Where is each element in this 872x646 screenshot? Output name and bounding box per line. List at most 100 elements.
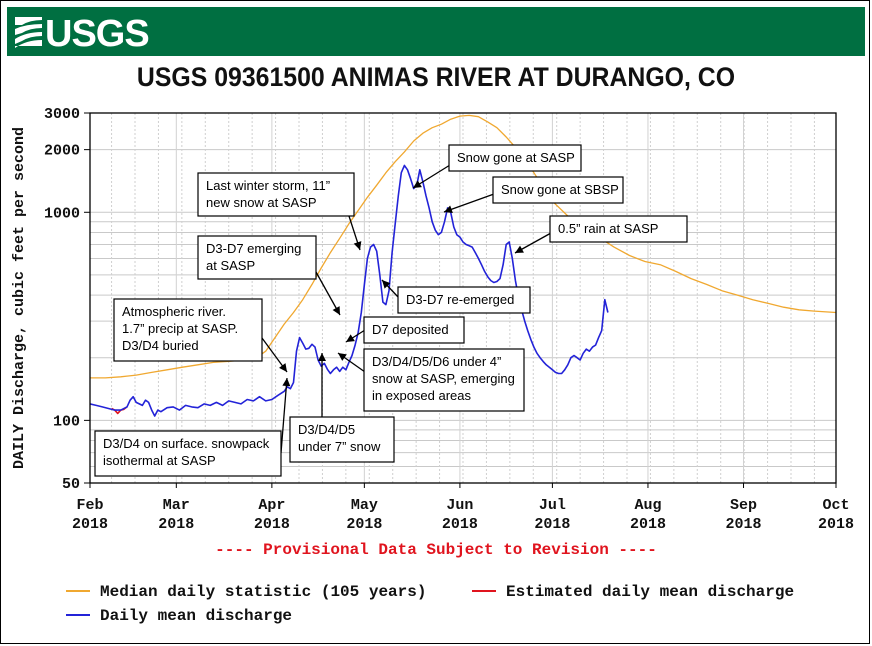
y-tick-label: 50 bbox=[62, 476, 80, 493]
annotation-arrowhead bbox=[282, 378, 291, 387]
legend-label-median: Median daily statistic (105 years) bbox=[100, 583, 427, 601]
x-tick-month: Jul bbox=[539, 497, 566, 514]
annotation-6: Atmospheric river. 1.7” precip at SASP. D3… bbox=[113, 298, 288, 373]
legend-item-estimated: Estimated daily mean discharge bbox=[472, 583, 794, 601]
x-tick-month: Sep bbox=[730, 497, 757, 514]
legend-item-daily: Daily mean discharge bbox=[66, 607, 292, 625]
x-tick-month: Oct bbox=[822, 497, 849, 514]
annotation-arrowhead bbox=[413, 180, 422, 188]
y-tick-label: 1000 bbox=[44, 205, 80, 222]
annotation-4: D3-D7 emerging at SASP bbox=[197, 235, 341, 316]
annotation-text: D3/D4/D5 bbox=[298, 422, 355, 437]
annotation-text: 0.5” rain at SASP bbox=[558, 221, 658, 236]
legend-swatch-estimated bbox=[472, 589, 496, 592]
annotation-text: 1.7” precip at SASP. bbox=[122, 321, 238, 336]
annotation-box bbox=[492, 176, 624, 204]
x-tick-month: May bbox=[351, 497, 378, 514]
annotation-text: at SASP bbox=[206, 258, 255, 273]
annotation-0: Snow gone at SASP bbox=[412, 144, 582, 189]
annotation-text: snow at SASP, emerging bbox=[372, 371, 515, 386]
annotation-arrowhead bbox=[318, 353, 326, 361]
legend-swatch-median bbox=[66, 589, 90, 592]
annotation-text: D7 deposited bbox=[372, 322, 449, 337]
annotation-text: D3-D7 emerging bbox=[206, 241, 301, 256]
annotation-arrow-line bbox=[443, 193, 495, 213]
annotation-arrowhead bbox=[353, 241, 362, 250]
x-axis-ticks: Feb 2018 Mar 2018 Apr 2018 May 2018 Jun 2018 Jul 20… bbox=[72, 483, 854, 533]
annotation-text: in exposed areas bbox=[372, 388, 472, 403]
x-tick-year: 2018 bbox=[158, 516, 194, 533]
annotation-box bbox=[549, 215, 688, 243]
annotation-7: D7 deposited bbox=[345, 316, 465, 344]
annotation-arrow-line bbox=[280, 377, 288, 454]
usgs-banner: USGS bbox=[7, 7, 865, 56]
annotation-box bbox=[397, 286, 531, 314]
annotation-box bbox=[113, 298, 263, 362]
annotation-text: Snow gone at SBSP bbox=[501, 182, 619, 197]
x-tick-year: 2018 bbox=[442, 516, 478, 533]
annotation-text: new snow at SASP bbox=[206, 195, 317, 210]
chart-annotations: Snow gone at SASP Snow gone at SBSP Last w… bbox=[94, 144, 688, 477]
annotation-9: D3/D4/D5 under 7” snow bbox=[289, 353, 395, 463]
usgs-logo: USGS bbox=[15, 13, 150, 52]
annotation-box bbox=[448, 144, 582, 172]
annotation-arrowhead bbox=[382, 280, 391, 289]
annotation-box bbox=[363, 348, 525, 412]
chart-title: USGS 09361500 ANIMAS RIVER AT DURANGO, C… bbox=[136, 62, 736, 92]
annotation-3: 0.5” rain at SASP bbox=[514, 215, 688, 254]
annotation-box bbox=[197, 172, 355, 217]
annotation-text: D3/D4/D5/D6 under 4” bbox=[372, 354, 501, 369]
y-axis-label: DAILY Discharge, cubic feet per second bbox=[11, 127, 28, 469]
annotation-text: D3-D7 re-emerged bbox=[406, 292, 514, 307]
annotation-box bbox=[94, 430, 282, 477]
x-tick-year: 2018 bbox=[726, 516, 762, 533]
legend-label-estimated: Estimated daily mean discharge bbox=[506, 583, 795, 601]
annotation-text: Atmospheric river. bbox=[122, 304, 226, 319]
x-tick-year: 2018 bbox=[346, 516, 382, 533]
annotation-box bbox=[197, 235, 317, 280]
x-tick-month: Aug bbox=[634, 497, 661, 514]
x-tick-year: 2018 bbox=[72, 516, 108, 533]
annotation-arrowhead bbox=[338, 353, 347, 361]
x-tick-year: 2018 bbox=[630, 516, 666, 533]
annotation-text: Last winter storm, 11” bbox=[206, 178, 330, 193]
y-tick-label: 100 bbox=[53, 413, 80, 430]
y-tick-label: 3000 bbox=[44, 106, 80, 123]
x-tick-year: 2018 bbox=[254, 516, 290, 533]
annotation-5: D3-D7 re-emerged bbox=[381, 279, 531, 314]
annotation-text: D3/D4 on surface. snowpack bbox=[103, 436, 270, 451]
annotation-arrowhead bbox=[279, 363, 287, 372]
x-tick-year: 2018 bbox=[534, 516, 570, 533]
annotation-text: D3/D4 buried bbox=[122, 338, 199, 353]
annotation-10: D3/D4 on surface. snowpack isothermal at … bbox=[94, 377, 291, 477]
logo-text: USGS bbox=[45, 13, 149, 52]
x-tick-year: 2018 bbox=[818, 516, 854, 533]
legend-swatch-daily bbox=[66, 613, 90, 616]
y-axis-ticks: 50 100 1000 2000 3000 bbox=[44, 106, 90, 493]
x-tick-month: Jun bbox=[446, 497, 473, 514]
annotation-arrow-line bbox=[315, 271, 341, 316]
legend-label-daily: Daily mean discharge bbox=[100, 607, 293, 625]
x-tick-month: Apr bbox=[258, 497, 285, 514]
annotation-2: Last winter storm, 11” new snow at SASP bbox=[197, 172, 362, 251]
annotation-arrowhead bbox=[346, 334, 355, 342]
annotation-text: under 7” snow bbox=[298, 439, 381, 454]
y-tick-label: 2000 bbox=[44, 143, 80, 160]
x-tick-month: Mar bbox=[163, 497, 190, 514]
annotation-arrowhead bbox=[444, 205, 453, 214]
series-line-2 bbox=[90, 164, 609, 417]
legend-item-median: Median daily statistic (105 years) bbox=[66, 583, 426, 601]
annotation-box bbox=[289, 416, 395, 463]
plot-border bbox=[89, 112, 837, 484]
annotation-1: Snow gone at SBSP bbox=[443, 176, 624, 214]
annotation-text: Snow gone at SASP bbox=[457, 150, 575, 165]
x-tick-month: Feb bbox=[76, 497, 103, 514]
annotation-arrowhead bbox=[332, 306, 340, 315]
provisional-note: ---- Provisional Data Subject to Revisio… bbox=[215, 541, 657, 559]
annotation-8: D3/D4/D5/D6 under 4” snow at SASP, emergi… bbox=[337, 348, 525, 412]
annotation-text: isothermal at SASP bbox=[103, 453, 216, 468]
annotation-arrowhead bbox=[515, 245, 524, 253]
annotation-box bbox=[363, 316, 465, 344]
